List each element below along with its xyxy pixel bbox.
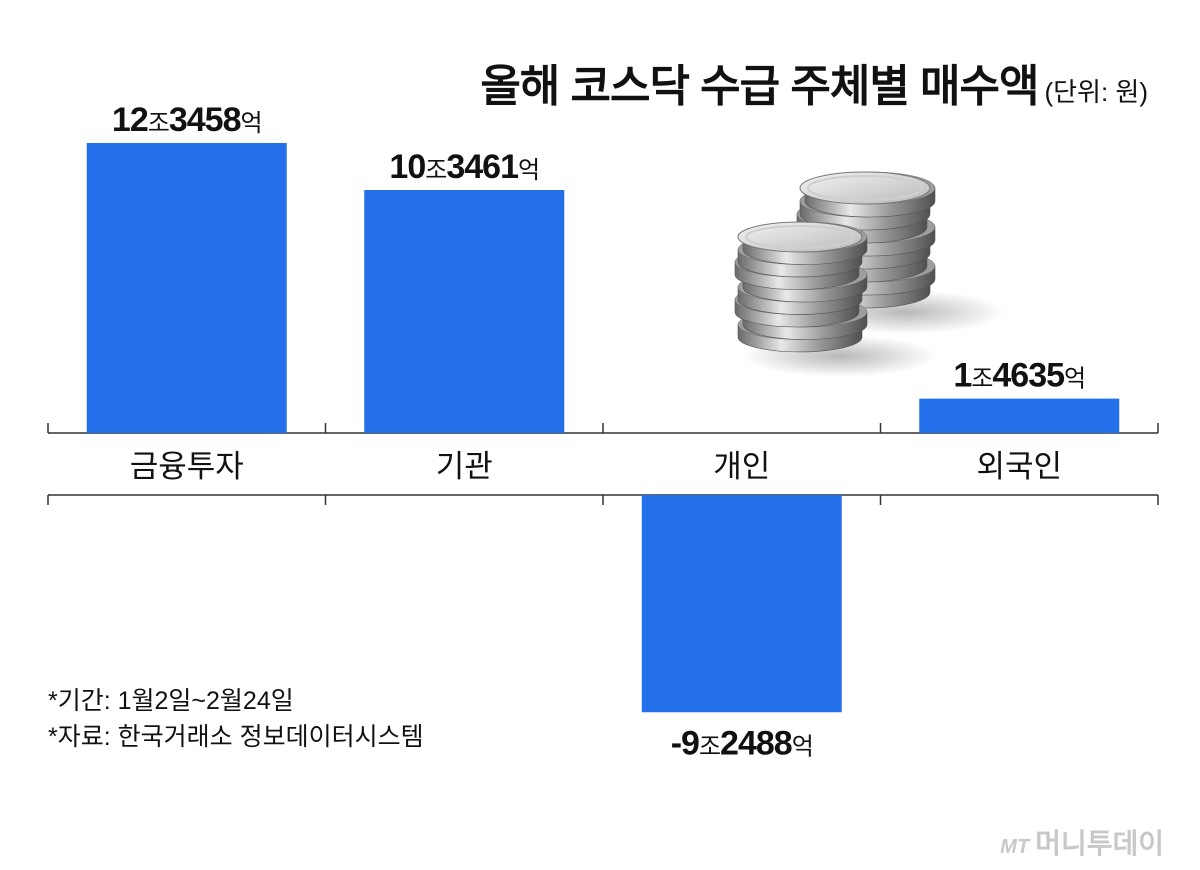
bar-개인: [641, 495, 842, 713]
category-label: 외국인: [976, 449, 1062, 484]
data-label: 10조3461억: [389, 148, 539, 186]
title-block: 올해 코스닥 수급 주체별 매수액 (단위: 원): [480, 50, 1148, 114]
category-label: 개인: [713, 449, 770, 484]
period-note: *기간: 1월2일~2월24일: [48, 687, 294, 715]
bar-기관: [364, 189, 565, 433]
bar-금융투자: [86, 143, 287, 433]
footnotes: *기간: 1월2일~2월24일 *자료: 한국거래소 정보데이터시스템: [48, 683, 424, 755]
data-label: 1조4635억: [953, 357, 1085, 395]
watermark-logo: MT 머니투데이: [1000, 822, 1164, 862]
publisher-name: 머니투데이: [1035, 828, 1164, 859]
source-note: *자료: 한국거래소 정보데이터시스템: [48, 723, 424, 751]
chart-title: 올해 코스닥 수급 주체별 매수액: [480, 62, 1039, 111]
category-label: 기관: [436, 449, 493, 484]
data-label: -9조2488억: [671, 724, 813, 762]
category-label: 금융투자: [130, 449, 244, 484]
coin-stack-icon: [734, 171, 1005, 377]
mt-logo-mark: MT: [1000, 836, 1030, 858]
unit-label: (단위: 원): [1044, 77, 1148, 107]
bar-외국인: [919, 398, 1120, 433]
data-label: 12조3458억: [112, 101, 262, 139]
